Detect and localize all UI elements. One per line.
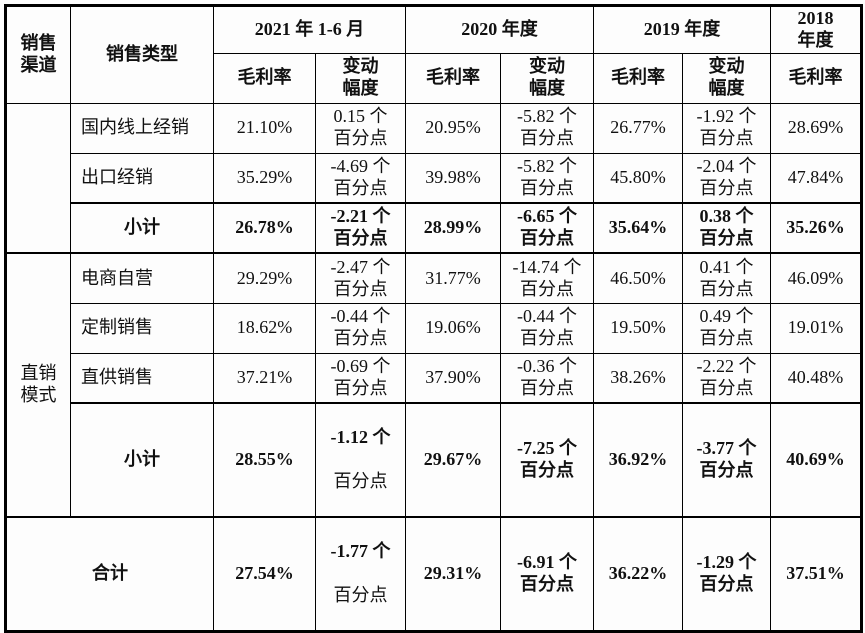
change-2020-cell: -0.36 个 百分点 [500,352,594,404]
gross-margin-2020-cell: 39.98% [405,152,501,204]
gross-margin-2020-cell: 20.95% [405,102,501,154]
change-2021-cell: -2.21 个 百分点 [315,202,406,255]
change-2021-cell: -2.47 个 百分点 [315,252,406,304]
row-subtotal-distribution: 小计 26.78% -2.21 个 百分点 28.99% -6.65 个 百分点… [6,202,862,255]
gross-margin-2021-cell: 26.78% [213,202,316,255]
gross-margin-2019-cell: 35.64% [593,202,683,255]
channel-group-distribution-cell [5,102,71,255]
gross-margin-2021-cell: 27.54% [213,516,316,633]
gross-margin-2020-cell: 29.31% [405,516,501,633]
gross-margin-2019-cell: 19.50% [593,302,683,354]
gross-margin-2019-cell: 38.26% [593,352,683,404]
header-change-2020: 变动 幅度 [500,52,594,104]
gross-margin-by-channel-table: 销售 渠道 销售类型 2021 年 1-6 月 2020 年度 2019 年度 … [4,4,863,633]
header-gross-margin-2019: 毛利率 [593,52,683,104]
change-2020-cell: -0.44 个 百分点 [500,302,594,354]
gross-margin-2019-cell: 45.80% [593,152,683,204]
change-2020-cell: -14.74 个 百分点 [500,252,594,304]
header-period-2020: 2020 年度 [405,5,594,54]
gross-margin-2018-cell: 46.09% [770,252,862,304]
row-export-distribution: 出口经销 35.29% -4.69 个 百分点 39.98% -5.82 个 百… [6,152,862,204]
gross-margin-2019-cell: 36.22% [593,516,683,633]
change-2021-cell: -1.12 个 百分点 [315,402,406,519]
change-2021-cell: -1.77 个 百分点 [315,516,406,633]
gross-margin-2021-cell: 28.55% [213,402,316,519]
header-change-2019: 变动 幅度 [682,52,771,104]
gross-margin-2018-cell: 40.48% [770,352,862,404]
row-direct-supply-sales: 直供销售 37.21% -0.69 个 百分点 37.90% -0.36 个 百… [6,352,862,404]
gross-margin-2020-cell: 19.06% [405,302,501,354]
change-2021-cell: 0.15 个 百分点 [315,102,406,154]
change-2019-cell: 0.41 个 百分点 [682,252,771,304]
change-2019-cell: -3.77 个 百分点 [682,402,771,519]
change-2021-cell: -0.44 个 百分点 [315,302,406,354]
gross-margin-2020-cell: 29.67% [405,402,501,519]
change-value: -1.77 个 [330,541,391,562]
change-2019-cell: 0.38 个 百分点 [682,202,771,255]
gross-margin-2020-cell: 31.77% [405,252,501,304]
subtotal-label: 小计 [70,202,214,255]
change-2021-cell: -4.69 个 百分点 [315,152,406,204]
gross-margin-2021-cell: 21.10% [213,102,316,154]
gross-margin-2021-cell: 18.62% [213,302,316,354]
sales-type-cell: 直供销售 [70,352,214,404]
change-2019-cell: -1.29 个 百分点 [682,516,771,633]
change-2019-cell: -2.04 个 百分点 [682,152,771,204]
header-sales-type: 销售类型 [70,5,214,104]
change-unit: 百分点 [333,471,388,492]
channel-group-direct-cell: 直销 模式 [5,252,71,519]
gross-margin-2019-cell: 46.50% [593,252,683,304]
header-row-periods: 销售 渠道 销售类型 2021 年 1-6 月 2020 年度 2019 年度 … [5,5,862,104]
gross-margin-2019-cell: 26.77% [593,102,683,154]
change-2020-cell: -6.91 个 百分点 [500,516,594,633]
header-period-2021: 2021 年 1-6 月 [213,5,406,54]
change-value: -1.12 个 [330,427,391,448]
change-2019-cell: -1.92 个 百分点 [682,102,771,154]
header-gross-margin-2020: 毛利率 [405,52,501,104]
row-grand-total: 合计 27.54% -1.77 个 百分点 29.31% -6.91 个 百分点… [5,516,862,633]
gross-margin-2018-cell: 37.51% [770,516,862,633]
change-unit: 百分点 [333,585,388,606]
total-label: 合计 [5,516,214,633]
row-customized-sales: 定制销售 18.62% -0.44 个 百分点 19.06% -0.44 个 百… [6,302,862,354]
row-ecommerce-self-operated: 直销 模式 电商自营 29.29% -2.47 个 百分点 31.77% -14… [5,252,862,519]
sales-type-cell: 定制销售 [70,302,214,354]
change-2019-cell: -2.22 个 百分点 [682,352,771,404]
change-2021-cell: -0.69 个 百分点 [315,352,406,404]
gross-margin-2021-cell: 37.21% [213,352,316,404]
gross-margin-2018-cell: 47.84% [770,152,862,204]
gross-margin-2021-cell: 35.29% [213,152,316,204]
sales-type-cell: 国内线上经销 [70,102,214,154]
change-2020-cell: -5.82 个 百分点 [500,102,594,154]
gross-margin-2020-cell: 28.99% [405,202,501,255]
gross-margin-2018-cell: 35.26% [770,202,862,255]
sales-type-cell: 出口经销 [70,152,214,204]
header-gross-margin-2018: 毛利率 [770,52,862,104]
header-period-2019: 2019 年度 [593,5,771,54]
sales-type-cell: 电商自营 [70,252,214,304]
header-period-2018: 2018 年度 [770,5,862,54]
gross-margin-2018-cell: 28.69% [770,102,862,154]
header-row-metrics: 毛利率 变动 幅度 毛利率 变动 幅度 毛利率 变动 幅度 毛利率 [6,52,862,104]
change-2020-cell: -6.65 个 百分点 [500,202,594,255]
gross-margin-2019-cell: 36.92% [593,402,683,519]
header-sales-channel: 销售 渠道 [5,5,71,104]
gross-margin-2018-cell: 19.01% [770,302,862,354]
gross-margin-2021-cell: 29.29% [213,252,316,304]
gross-margin-2020-cell: 37.90% [405,352,501,404]
row-domestic-online-distribution: 国内线上经销 21.10% 0.15 个 百分点 20.95% -5.82 个 … [5,102,862,255]
header-change-2021: 变动 幅度 [315,52,406,104]
gross-margin-2018-cell: 40.69% [770,402,862,519]
row-subtotal-direct: 小计 28.55% -1.12 个 百分点 29.67% -7.25 个 百分点… [6,402,862,519]
header-gross-margin-2021: 毛利率 [213,52,316,104]
subtotal-label: 小计 [70,402,214,519]
change-2020-cell: -7.25 个 百分点 [500,402,594,519]
change-2020-cell: -5.82 个 百分点 [500,152,594,204]
change-2019-cell: 0.49 个 百分点 [682,302,771,354]
